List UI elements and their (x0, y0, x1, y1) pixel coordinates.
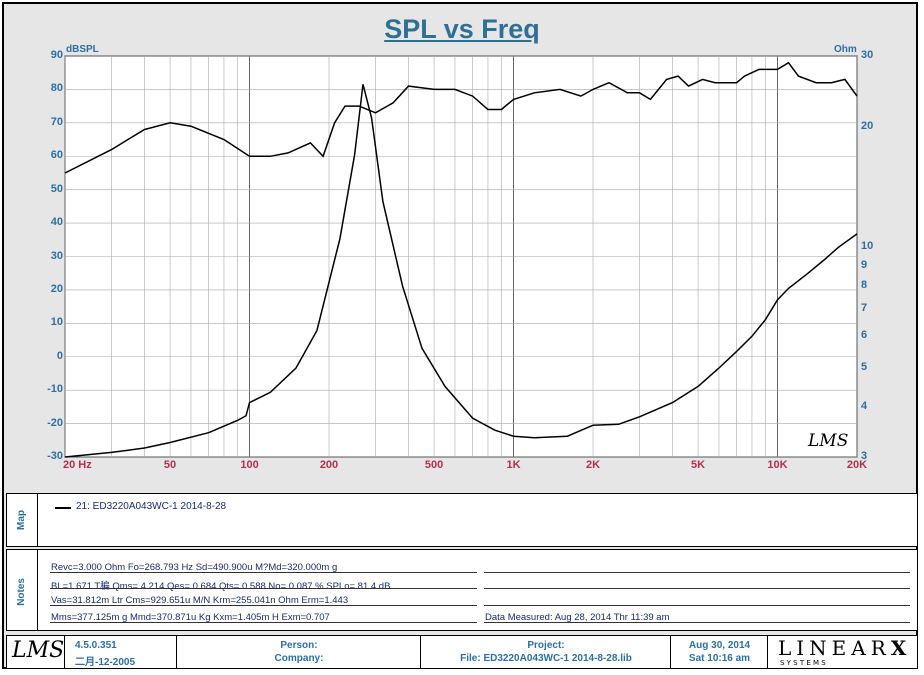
note-rule (50, 588, 477, 589)
note-rule (484, 605, 910, 606)
map-label: Map (16, 510, 27, 530)
y-tick-label: 90 (50, 49, 63, 61)
company-label: Company: (274, 653, 324, 664)
note-line-1: Revc=3.000 Ohm Fo=268.793 Hz Sd=490.900u… (51, 562, 338, 573)
y2-tick-label: 10 (861, 240, 874, 253)
footer-cell-person (177, 636, 421, 668)
y2-tick-label: 4 (861, 399, 868, 412)
y-tick-label: 30 (50, 249, 63, 262)
brand-logo: LINEARX (778, 636, 911, 660)
y2-tick-label: 6 (861, 329, 868, 342)
note-rule (484, 622, 910, 623)
y2-tick-label: 30 (861, 49, 874, 61)
y-tick-label: 40 (50, 216, 63, 229)
y2-tick-label: 5 (861, 361, 868, 374)
y-tick-label: 70 (50, 115, 63, 128)
note-rule (50, 622, 477, 623)
x-tick-label: 10K (767, 459, 788, 471)
brand-name: LINEAR (778, 636, 891, 660)
y-tick-label: 50 (50, 182, 63, 195)
x-tick-label: 100 (240, 459, 259, 471)
note-line-4: Mms=377.125m g Mmd=370.871u Kg Kxm=1.405… (51, 612, 330, 623)
y2-tick-label: 3 (861, 450, 868, 462)
brand-subtitle: S Y S T E M S (780, 659, 826, 667)
legend-entry: 21: ED3220A043WC-1 2014-8-28 (76, 501, 227, 512)
y-axis-unit: dBSPL (66, 44, 99, 55)
version-text: 4.5.0.351 (75, 640, 117, 651)
footer-cell-date (671, 636, 768, 668)
footer-cell-logo (6, 636, 65, 668)
series-line-1 (64, 61, 858, 174)
note-rule (50, 572, 477, 573)
y2-tick-label: 8 (861, 279, 868, 292)
grid-lines (64, 55, 858, 458)
build-date: 二月-12-2005 (75, 657, 136, 668)
notes-label: Notes (16, 578, 27, 606)
notes-divider (37, 549, 38, 631)
map-divider (37, 493, 38, 547)
x-tick-label: 200 (319, 459, 339, 471)
y-tick-label: 0 (56, 349, 63, 362)
y-tick-label: -30 (47, 450, 63, 462)
series-line-2 (64, 84, 858, 458)
data-measured: Data Measured: Aug 28, 2014 Thr 11:39 am (485, 612, 670, 623)
y2-tick-label: 20 (861, 119, 874, 132)
y2-axis-unit: Ohm (834, 44, 857, 55)
x-tick-label: 20K (846, 459, 868, 471)
legend-swatch (55, 507, 71, 509)
x-tick-label: 2K (585, 459, 601, 471)
y2-tick-label: 7 (861, 302, 868, 315)
footer-date: Aug 30, 2014 (688, 640, 751, 651)
note-rule (50, 605, 477, 606)
x-tick-label: 500 (424, 459, 444, 471)
y-tick-label: 60 (50, 149, 63, 162)
lms-watermark: LMS (808, 431, 849, 451)
footer-bar (6, 635, 918, 669)
project-label: Project: (527, 640, 565, 651)
y-tick-label: -20 (47, 416, 63, 429)
project-file: File: ED3220A043WC-1 2014-8-28.lib (460, 653, 632, 664)
note-rule (484, 588, 910, 589)
x-tick-label: 1K (506, 459, 521, 471)
note-line-3: Vas=31.812m Ltr Cms=929.651u M/N Krm=255… (51, 595, 349, 606)
notes-panel (6, 549, 918, 631)
brand-x: X (890, 636, 912, 660)
note-rule (484, 572, 910, 573)
series-group (64, 61, 858, 458)
y-tick-label: 80 (50, 82, 63, 95)
x-tick-label: 20 Hz (63, 459, 92, 471)
map-panel (6, 493, 918, 547)
chart-title: SPL vs Freq (384, 14, 540, 44)
note-line-2: BL=1.671 T稨 Qms= 4.214 Qes= 0.684 Qts= 0… (51, 581, 391, 592)
footer-cell-project (421, 636, 671, 668)
x-tick-label: 5K (691, 459, 706, 471)
y-tick-label: 10 (50, 316, 63, 329)
person-label: Person: (280, 640, 318, 651)
y-tick-label: 20 (50, 282, 63, 295)
footer-time: Sat 10:16 am (688, 653, 751, 664)
lms-logo: LMS (12, 638, 65, 663)
footer-cell-version (65, 636, 177, 668)
y2-tick-label: 9 (861, 258, 868, 271)
y-tick-label: -10 (47, 383, 63, 396)
x-tick-label: 50 (163, 459, 177, 471)
